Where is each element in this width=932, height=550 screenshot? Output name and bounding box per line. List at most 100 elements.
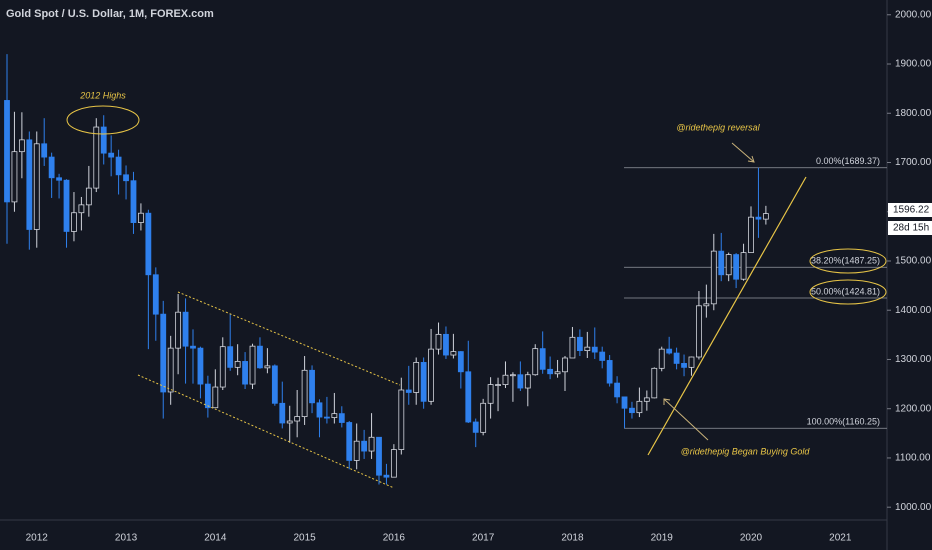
x-tick-label: 2014	[204, 533, 227, 544]
candle-body	[435, 333, 442, 350]
x-tick-label: 2013	[115, 533, 138, 544]
x-tick-label: 2020	[740, 533, 763, 544]
candle-body	[33, 143, 40, 230]
y-tick-label: 2000.00	[895, 9, 932, 20]
candle-body	[428, 348, 434, 402]
candle-body	[279, 402, 286, 424]
candle-body	[93, 126, 100, 189]
candle-body	[368, 436, 375, 452]
candle-body	[465, 371, 472, 423]
candle-body	[115, 156, 122, 176]
candle-body	[681, 363, 687, 368]
x-tick-label: 2019	[651, 533, 674, 544]
annotation: @ridethepig Began Buying Gold	[681, 446, 811, 456]
candle-body	[204, 383, 211, 409]
candle-body	[584, 346, 591, 352]
candle-body	[301, 369, 308, 417]
candle-body	[517, 374, 524, 389]
fib-label: 38.20%(1487.25)	[811, 256, 880, 266]
candle-body	[264, 365, 271, 369]
candle-body	[390, 449, 397, 478]
candle-body	[472, 421, 479, 433]
candle-body	[614, 382, 620, 398]
candle-body	[227, 346, 234, 368]
candle-body	[182, 311, 189, 347]
candle-body	[562, 357, 568, 373]
candle-body	[175, 311, 182, 349]
candle-body	[376, 436, 382, 476]
arrow-head	[663, 398, 671, 405]
x-tick-label: 2012	[26, 533, 49, 544]
y-tick-label: 1700.00	[895, 157, 932, 168]
candle-body	[532, 348, 539, 376]
fib-label: 100.00%(1160.25)	[807, 417, 880, 427]
candle-body	[487, 384, 494, 404]
candle-body	[11, 151, 18, 203]
candle-body	[130, 180, 137, 223]
fib-label: 50.00%(1424.81)	[811, 286, 880, 296]
candle-body	[733, 254, 740, 280]
chart-title: Gold Spot / U.S. Dollar, 1M, FOREX.com	[6, 8, 214, 20]
candle-body	[576, 336, 583, 352]
fib-ellipse	[809, 279, 887, 305]
y-tick-label: 1500.00	[895, 256, 932, 267]
countdown: 28d 15h	[893, 223, 929, 234]
candle-body	[599, 351, 606, 361]
candle-body	[398, 389, 405, 450]
candle-body	[294, 416, 301, 422]
candle-body	[420, 362, 427, 402]
y-tick-label: 1000.00	[895, 502, 932, 513]
candle-body	[63, 179, 70, 232]
annotation: 2012 Highs	[79, 90, 126, 100]
candle-body	[673, 352, 680, 364]
candle-body	[108, 152, 115, 158]
x-tick-label: 2021	[829, 533, 852, 544]
candle-body	[41, 143, 48, 158]
candle-body	[324, 416, 330, 419]
candle-body	[413, 362, 420, 393]
candle-body	[740, 252, 747, 280]
candle-body	[257, 345, 263, 369]
arrow	[731, 142, 755, 163]
fib-label: 0.00%(1689.37)	[816, 156, 880, 166]
candle-body	[658, 348, 665, 369]
price-label-box	[888, 203, 932, 217]
countdown-box	[888, 221, 932, 235]
candle-body	[234, 361, 241, 368]
candle-body	[219, 346, 226, 388]
candle-body	[138, 212, 144, 223]
candle-body	[48, 156, 55, 179]
candle-body	[457, 351, 464, 373]
candle-body	[286, 420, 293, 424]
candle-body	[160, 313, 167, 393]
candle-body	[190, 345, 196, 349]
candle-body	[56, 177, 62, 181]
candle-body	[405, 389, 412, 393]
candle-body	[666, 348, 673, 354]
x-tick-label: 2015	[293, 533, 316, 544]
candle-body	[353, 440, 360, 461]
candle-body	[4, 100, 10, 203]
last-price: 1596.22	[893, 205, 930, 216]
candle-body	[78, 204, 85, 214]
candle-body	[197, 347, 204, 385]
candle-body	[696, 305, 702, 358]
candle-body	[100, 126, 107, 154]
y-tick-label: 1900.00	[895, 59, 932, 70]
candle-body	[569, 336, 576, 359]
candle-body	[123, 174, 129, 182]
candle-body	[591, 346, 598, 353]
candle-body	[450, 351, 457, 356]
candle-body	[249, 345, 256, 385]
y-tick-label: 1100.00	[895, 453, 931, 464]
candle-body	[636, 400, 643, 414]
candle-body	[539, 348, 546, 370]
candle-body	[629, 407, 635, 414]
candle-body	[547, 368, 554, 375]
candle-body	[18, 139, 25, 153]
candle-body	[718, 250, 725, 276]
candle-body	[71, 212, 77, 232]
arrow-head	[747, 155, 755, 163]
